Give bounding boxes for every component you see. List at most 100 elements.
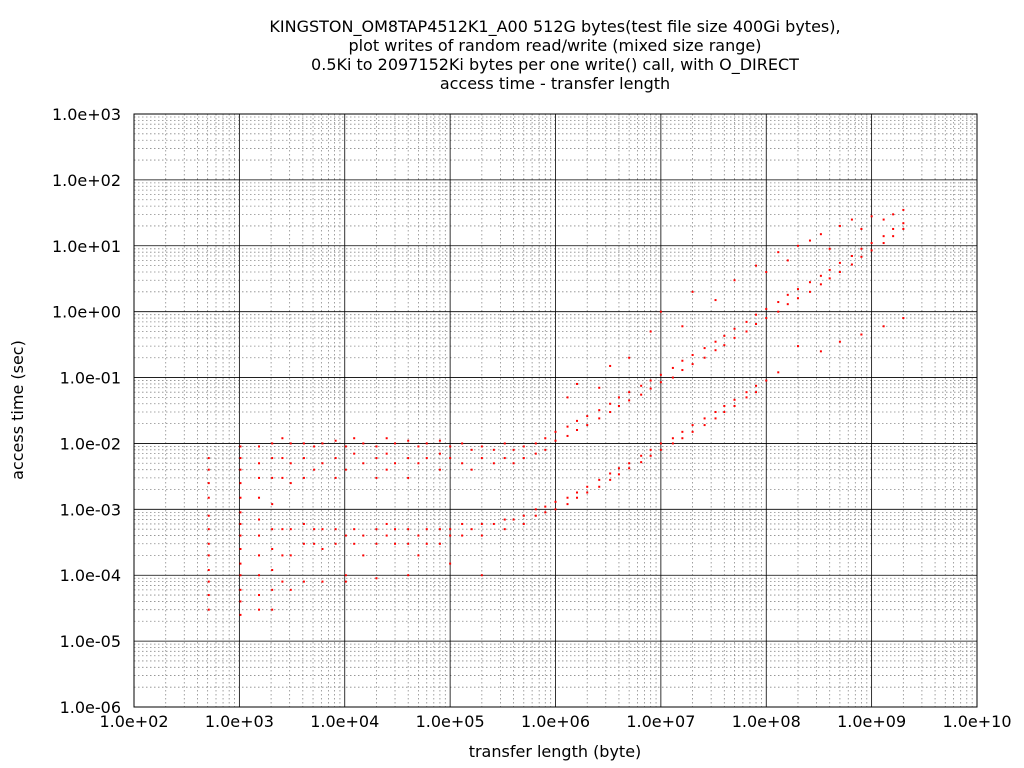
data-point (321, 442, 324, 445)
data-point (850, 254, 853, 257)
data-point (576, 382, 579, 385)
data-point (703, 424, 706, 427)
data-point (207, 608, 210, 611)
data-point (838, 340, 841, 343)
data-point (271, 528, 274, 531)
data-point (258, 608, 261, 611)
data-points (207, 208, 905, 616)
y-tick-label: 1.0e+01 (52, 237, 121, 256)
data-point (609, 478, 612, 481)
data-point (438, 439, 441, 442)
data-point (470, 528, 473, 531)
data-point (659, 448, 662, 451)
data-point (892, 213, 895, 216)
data-point (733, 336, 736, 339)
data-point (438, 452, 441, 455)
data-point (353, 528, 356, 531)
data-point (334, 439, 337, 442)
data-point (586, 415, 589, 418)
data-point (407, 542, 410, 545)
data-point (745, 391, 748, 394)
data-point (302, 442, 305, 445)
data-point (239, 457, 242, 460)
data-point (765, 379, 768, 382)
y-tick-label: 1.0e-04 (60, 566, 121, 585)
data-point (609, 402, 612, 405)
data-point (681, 325, 684, 328)
data-point (691, 363, 694, 366)
data-point (755, 322, 758, 325)
data-point (353, 437, 356, 440)
data-point (808, 281, 811, 284)
data-point (289, 554, 292, 557)
data-point (723, 405, 726, 408)
data-point (714, 299, 717, 302)
data-point (808, 239, 811, 242)
data-point (449, 457, 452, 460)
title-line-3: 0.5Ki to 2097152Ki bytes per one write()… (311, 55, 799, 75)
data-point (417, 554, 420, 557)
data-point (362, 554, 365, 557)
data-point (544, 511, 547, 514)
data-point (828, 247, 831, 250)
data-point (281, 554, 284, 557)
title-line-4: access time - transfer length (440, 74, 670, 93)
data-point (461, 534, 464, 537)
data-point (671, 437, 674, 440)
data-point (617, 467, 620, 470)
data-point (786, 259, 789, 262)
plot-frame (133, 113, 978, 708)
data-point (207, 542, 210, 545)
data-point (586, 491, 589, 494)
data-point (640, 454, 643, 457)
data-point (598, 409, 601, 412)
data-point (239, 562, 242, 565)
data-point (258, 476, 261, 479)
data-point (425, 528, 428, 531)
data-point (258, 594, 261, 597)
data-point (362, 534, 365, 537)
data-point (239, 613, 242, 616)
data-point (860, 255, 863, 258)
data-point (860, 227, 863, 230)
data-point (681, 430, 684, 433)
data-point (480, 522, 483, 525)
data-point (733, 398, 736, 401)
y-tick-label: 1.0e+00 (52, 303, 121, 322)
data-point (258, 496, 261, 499)
data-point (576, 429, 579, 431)
data-point (289, 442, 292, 445)
data-point (289, 462, 292, 465)
data-point (659, 373, 662, 376)
x-axis-ticks: 1.0e+02 1.0e+03 1.0e+04 1.0e+05 1.0e+06 1.0e+… (99, 712, 1011, 731)
x-tick-label: 1.0e+08 (732, 712, 801, 731)
data-point (617, 473, 620, 476)
data-point (375, 476, 378, 479)
data-point (313, 468, 316, 471)
data-point (438, 542, 441, 545)
data-point (334, 528, 337, 531)
data-point (321, 580, 324, 583)
data-point (207, 569, 210, 572)
data-point (755, 391, 758, 394)
data-point (480, 445, 483, 448)
data-point (765, 307, 768, 310)
data-point (649, 379, 652, 382)
data-point (609, 364, 612, 367)
data-point (207, 468, 210, 471)
data-point (271, 588, 274, 591)
data-point (850, 218, 853, 221)
data-point (892, 235, 895, 238)
data-point (522, 522, 525, 525)
data-point (207, 554, 210, 557)
data-point (576, 496, 579, 499)
data-point (449, 534, 452, 537)
data-point (344, 580, 347, 583)
data-point (765, 317, 768, 320)
data-point (281, 528, 284, 531)
data-point (344, 445, 347, 448)
data-point (281, 476, 284, 479)
x-tick-label: 1.0e+03 (205, 712, 274, 731)
data-point (566, 396, 569, 399)
data-point (714, 340, 717, 343)
